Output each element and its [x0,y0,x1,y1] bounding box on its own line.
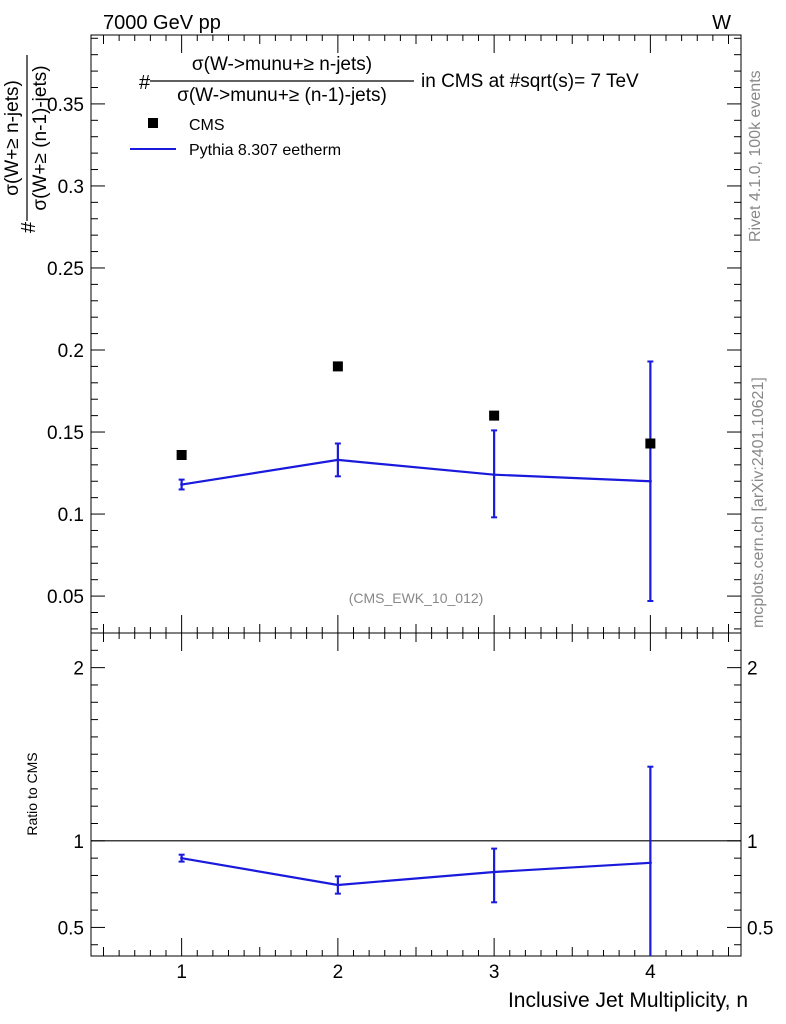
cms-data-point [332,361,343,372]
mcplots-label: mcplots.cern.ch [arXiv:2401.10621] [750,377,767,628]
x-tick-label: 2 [333,962,344,983]
main-y-tick-label: 0.2 [58,341,84,362]
cms-data-point [489,410,500,421]
main-x-axis [103,35,729,633]
title-denominator: σ(W->munu+≥ (n-1)-jets) [177,85,387,106]
legend: CMS Pythia 8.307 eetherm [130,117,341,159]
ylabel-denominator: σ(W+≥ (n-1)-jets) [30,65,51,210]
legend-cms-marker [148,118,158,128]
pythia-point [180,483,184,487]
x-tick-label: 3 [489,962,500,983]
main-y-tick-label: 0.35 [47,95,84,116]
ratio-y-tick-label-right: 2 [747,659,758,680]
main-title: # σ(W->munu+≥ n-jets) σ(W->munu+≥ (n-1)-… [139,54,639,106]
ratio-y-tick-label: 0.5 [58,918,84,939]
main-y-label: # σ(W+≥ n-jets) σ(W+≥ (n-1)-jets) [2,55,51,233]
x-tick-label: 1 [176,962,187,983]
ylabel-prefix: # [18,221,40,233]
ratio-point [492,870,496,874]
main-y-tick-label: 0.15 [47,423,84,444]
x-tick-label: 4 [645,962,656,983]
rivet-label: Rivet 4.1.0, 100k events [747,70,764,242]
title-suffix: in CMS at #sqrt(s)= 7 TeV [421,71,639,92]
cms-data-point [176,449,187,460]
main-y-tick-label: 0.25 [47,259,84,280]
ratio-y-axis: 0.5 0.5 1 1 2 2 [58,649,773,946]
pythia-series-line [181,458,651,486]
ratio-y-tick-label: 2 [73,659,84,680]
legend-pythia-label: Pythia 8.307 eetherm [189,142,341,159]
title-numerator: σ(W->munu+≥ n-jets) [192,54,372,75]
ratio-y-tick-label-right: 1 [747,832,758,853]
main-y-axis: 0.05 0.1 0.15 0.2 0.25 0.3 0.35 [47,37,741,630]
main-y-tick-label: 0.05 [47,587,84,608]
ratio-y-label: Ratio to CMS [24,752,40,835]
header-right: W [712,12,731,34]
ylabel-numerator: σ(W+≥ n-jets) [2,80,23,196]
header-left: 7000 GeV pp [103,12,221,34]
ratio-point [336,883,340,887]
pythia-point [648,479,652,483]
title-prefix: # [139,72,151,94]
ratio-y-tick-label-right: 0.5 [747,918,773,939]
legend-cms-label: CMS [189,117,225,134]
main-data-marks [176,360,656,603]
ratio-x-axis: 1 2 3 4 [103,633,729,983]
ratio-point [180,856,184,860]
ratio-point [648,861,652,865]
ratio-panel-frame [90,632,742,957]
pythia-point [336,458,340,462]
main-y-tick-label: 0.3 [58,177,84,198]
ratio-series-line [181,857,651,887]
cms-data-point [645,438,656,449]
x-axis-label: Inclusive Jet Multiplicity, n [508,989,748,1012]
ratio-data-marks [91,765,741,956]
analysis-watermark: (CMS_EWK_10_012) [349,590,484,606]
main-y-tick-label: 0.1 [58,505,84,526]
pythia-point [492,473,496,477]
ratio-y-tick-label: 1 [73,832,84,853]
